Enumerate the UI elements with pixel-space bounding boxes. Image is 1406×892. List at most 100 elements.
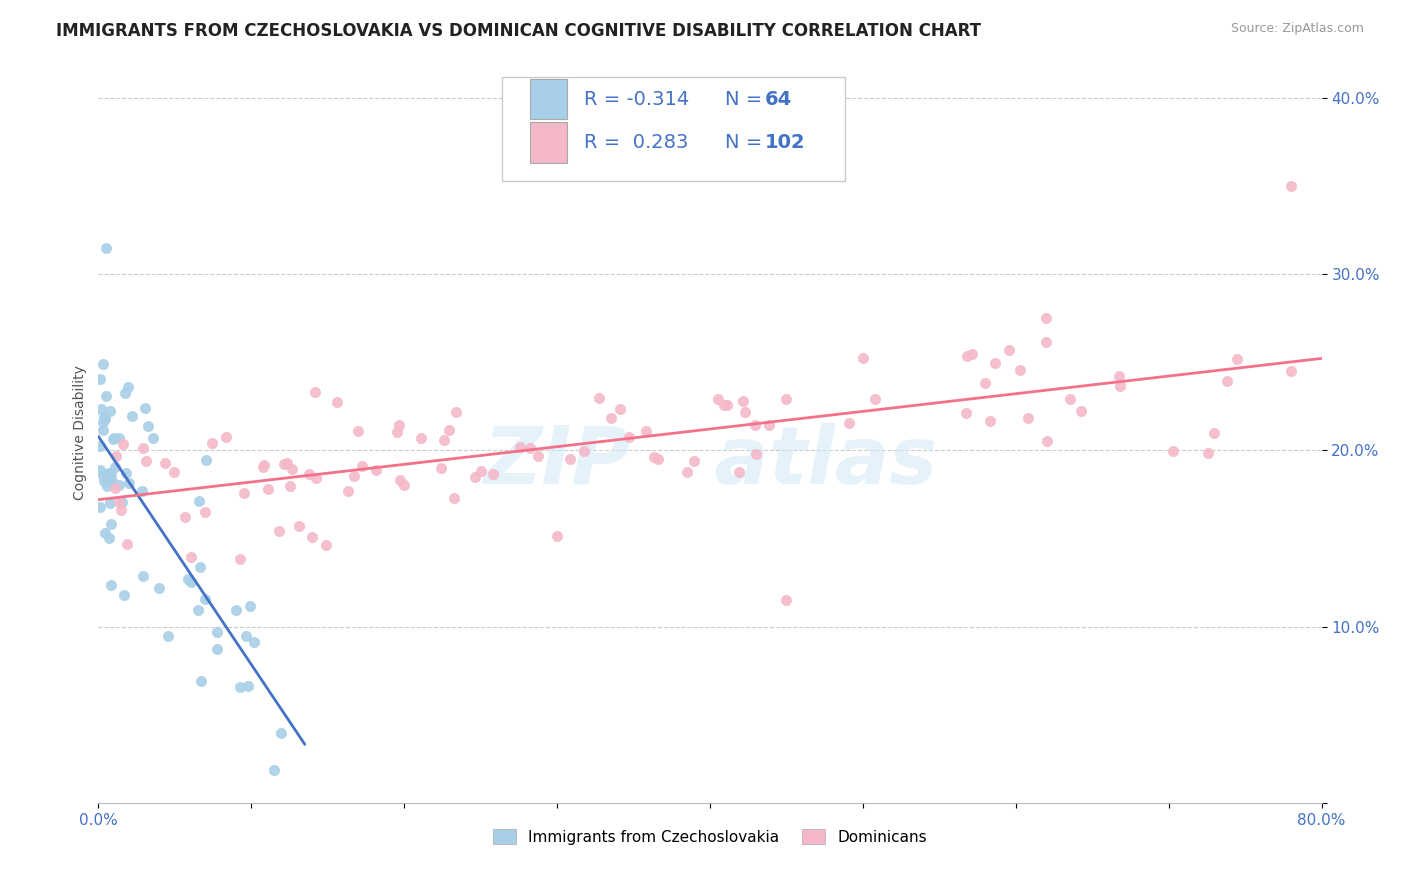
Point — [100, 517, 122, 532]
Point — [195, 453, 218, 467]
Point — [609, 401, 631, 416]
Point — [388, 473, 411, 487]
Point — [731, 394, 754, 409]
Point — [256, 482, 278, 496]
Point — [588, 391, 610, 405]
Point — [101, 476, 124, 491]
Point — [267, 524, 290, 539]
Point — [235, 629, 257, 643]
Point — [519, 441, 541, 455]
Point — [979, 414, 1001, 428]
Point — [444, 405, 467, 419]
Point — [1017, 410, 1039, 425]
Point — [863, 392, 886, 406]
Point — [101, 432, 124, 446]
Point — [96, 479, 118, 493]
Point — [91, 424, 114, 438]
Point — [187, 494, 209, 508]
Point — [238, 679, 260, 693]
Point — [315, 538, 337, 552]
Point — [205, 642, 228, 657]
Point — [276, 456, 298, 470]
Point — [509, 440, 531, 454]
Bar — [530, 78, 567, 120]
Point — [111, 495, 134, 509]
Point — [734, 405, 756, 419]
Point — [215, 430, 238, 444]
Point — [187, 603, 209, 617]
Point — [775, 392, 797, 407]
Point — [155, 456, 177, 470]
Point — [101, 474, 124, 488]
Point — [100, 578, 122, 592]
Point — [131, 441, 153, 455]
Point — [546, 529, 568, 543]
Point — [1109, 379, 1132, 393]
Point — [1279, 364, 1302, 378]
Point — [744, 418, 766, 433]
Point — [98, 496, 121, 510]
Point — [194, 505, 217, 519]
Point — [280, 461, 302, 475]
Point — [190, 673, 212, 688]
Point — [956, 349, 979, 363]
Point — [163, 465, 186, 479]
Point — [110, 503, 132, 517]
Point — [962, 347, 984, 361]
Point — [104, 459, 127, 474]
Point — [775, 593, 797, 607]
Point — [91, 467, 114, 482]
Point — [177, 573, 200, 587]
Point — [716, 398, 738, 412]
Point — [433, 433, 456, 447]
FancyBboxPatch shape — [502, 78, 845, 181]
Point — [278, 479, 301, 493]
Point — [392, 477, 416, 491]
Point — [683, 454, 706, 468]
Point — [90, 401, 112, 416]
Point — [94, 389, 117, 403]
Point — [326, 395, 349, 409]
Point — [1204, 425, 1226, 440]
Point — [1059, 392, 1081, 406]
Point — [974, 376, 997, 390]
Point — [107, 495, 129, 509]
Point — [437, 423, 460, 437]
Point — [385, 425, 408, 439]
Point — [131, 483, 153, 498]
Point — [707, 392, 730, 407]
Point — [94, 240, 117, 255]
Text: R =  0.283: R = 0.283 — [583, 133, 689, 152]
Point — [118, 476, 141, 491]
Point — [270, 725, 292, 739]
Point — [135, 454, 157, 468]
Point — [558, 451, 581, 466]
Point — [107, 431, 129, 445]
Point — [600, 411, 623, 425]
Point — [263, 763, 285, 777]
Point — [89, 372, 111, 386]
Point — [464, 470, 486, 484]
Point — [998, 343, 1021, 357]
Point — [108, 478, 131, 492]
Point — [617, 430, 640, 444]
Point — [242, 635, 264, 649]
Point — [1226, 352, 1249, 367]
Point — [1163, 444, 1185, 458]
Point — [98, 532, 121, 546]
Point — [252, 459, 274, 474]
Point — [1216, 375, 1239, 389]
Point — [758, 418, 780, 433]
Point — [273, 457, 295, 471]
Point — [229, 552, 252, 566]
Point — [117, 537, 139, 551]
Point — [94, 411, 117, 425]
Point — [117, 380, 139, 394]
Point — [89, 500, 111, 515]
Point — [301, 531, 323, 545]
Point — [838, 416, 860, 430]
Point — [89, 463, 111, 477]
Point — [173, 509, 195, 524]
Point — [1035, 311, 1057, 326]
Point — [100, 467, 122, 481]
